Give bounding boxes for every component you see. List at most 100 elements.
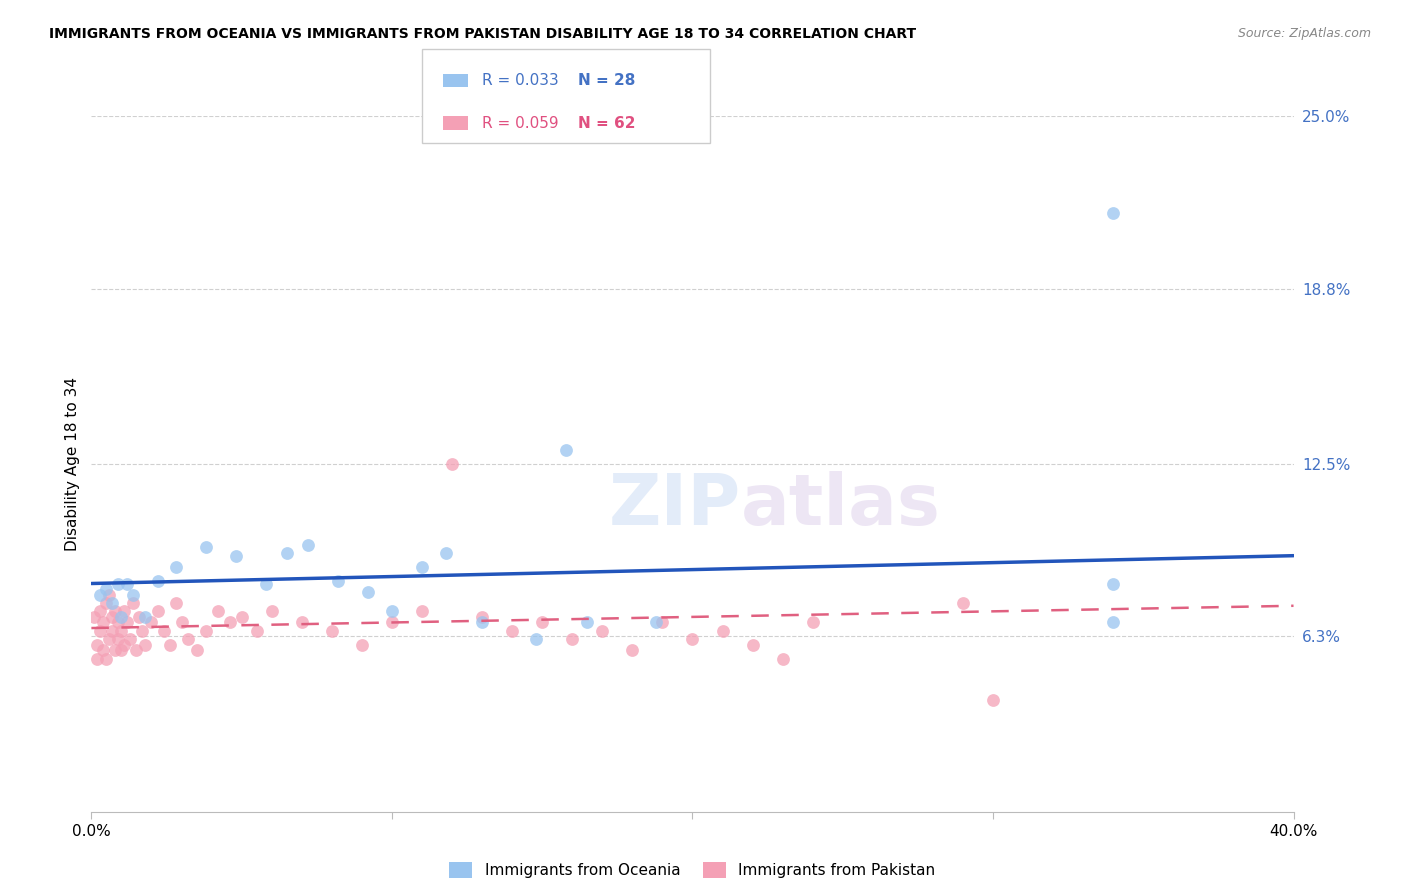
Text: N = 62: N = 62	[578, 115, 636, 130]
Text: R = 0.059: R = 0.059	[482, 115, 558, 130]
Point	[146, 604, 169, 618]
Point	[141, 615, 163, 630]
Point	[104, 643, 127, 657]
Point	[122, 596, 145, 610]
Point	[246, 624, 269, 638]
Point	[576, 615, 599, 630]
Point	[107, 615, 129, 630]
Point	[621, 643, 644, 657]
Point	[218, 615, 240, 630]
Point	[381, 604, 404, 618]
Point	[101, 610, 124, 624]
Point	[531, 615, 554, 630]
Point	[96, 651, 118, 665]
Point	[291, 615, 314, 630]
Point	[101, 596, 124, 610]
Point	[110, 643, 132, 657]
Point	[981, 693, 1004, 707]
Point	[194, 624, 217, 638]
Point	[645, 615, 668, 630]
Point	[651, 615, 673, 630]
Point	[122, 588, 145, 602]
Point	[101, 624, 124, 638]
Point	[471, 615, 494, 630]
Point	[165, 596, 187, 610]
Point	[741, 638, 763, 652]
Point	[86, 638, 108, 652]
Point	[772, 651, 794, 665]
Point	[96, 596, 118, 610]
Point	[381, 615, 404, 630]
Point	[170, 615, 193, 630]
Point	[711, 624, 734, 638]
Point	[254, 576, 277, 591]
Point	[1102, 615, 1125, 630]
Point	[207, 604, 229, 618]
Point	[114, 638, 136, 652]
Point	[194, 541, 217, 555]
Point	[114, 604, 136, 618]
Point	[1102, 206, 1125, 220]
Point	[117, 576, 139, 591]
Point	[104, 604, 127, 618]
Point	[681, 632, 703, 647]
Point	[120, 632, 142, 647]
Point	[86, 651, 108, 665]
Point	[591, 624, 613, 638]
Text: ZIP: ZIP	[609, 471, 741, 540]
Point	[89, 624, 111, 638]
Text: R = 0.033: R = 0.033	[482, 73, 560, 88]
Point	[411, 559, 433, 574]
Text: Source: ZipAtlas.com: Source: ZipAtlas.com	[1237, 27, 1371, 40]
Point	[159, 638, 181, 652]
Point	[146, 574, 169, 588]
Point	[434, 546, 457, 560]
Point	[1102, 576, 1125, 591]
Point	[134, 638, 156, 652]
Text: atlas: atlas	[741, 471, 941, 540]
Point	[89, 588, 111, 602]
Point	[326, 574, 349, 588]
Text: N = 28: N = 28	[578, 73, 636, 88]
Point	[152, 624, 174, 638]
Point	[165, 559, 187, 574]
Point	[176, 632, 198, 647]
Text: IMMIGRANTS FROM OCEANIA VS IMMIGRANTS FROM PAKISTAN DISABILITY AGE 18 TO 34 CORR: IMMIGRANTS FROM OCEANIA VS IMMIGRANTS FR…	[49, 27, 917, 41]
Point	[110, 624, 132, 638]
Legend: Immigrants from Oceania, Immigrants from Pakistan: Immigrants from Oceania, Immigrants from…	[443, 856, 942, 884]
Point	[524, 632, 547, 647]
Point	[128, 610, 150, 624]
Point	[117, 615, 139, 630]
Point	[134, 610, 156, 624]
Point	[276, 546, 298, 560]
Point	[98, 632, 121, 647]
Point	[321, 624, 343, 638]
Point	[411, 604, 433, 618]
Point	[125, 643, 148, 657]
Point	[440, 457, 463, 471]
Point	[89, 604, 111, 618]
Point	[110, 610, 132, 624]
Point	[801, 615, 824, 630]
Point	[107, 576, 129, 591]
Point	[471, 610, 494, 624]
Point	[93, 643, 115, 657]
Point	[555, 442, 578, 457]
Point	[225, 549, 247, 563]
Point	[357, 585, 380, 599]
Point	[186, 643, 208, 657]
Point	[350, 638, 373, 652]
Point	[96, 582, 118, 596]
Point	[231, 610, 253, 624]
Point	[260, 604, 283, 618]
Point	[297, 537, 319, 551]
Point	[501, 624, 523, 638]
Point	[952, 596, 974, 610]
Point	[83, 610, 105, 624]
Point	[107, 632, 129, 647]
Point	[131, 624, 153, 638]
Point	[93, 615, 115, 630]
Point	[561, 632, 583, 647]
Y-axis label: Disability Age 18 to 34: Disability Age 18 to 34	[65, 376, 80, 551]
Point	[98, 588, 121, 602]
